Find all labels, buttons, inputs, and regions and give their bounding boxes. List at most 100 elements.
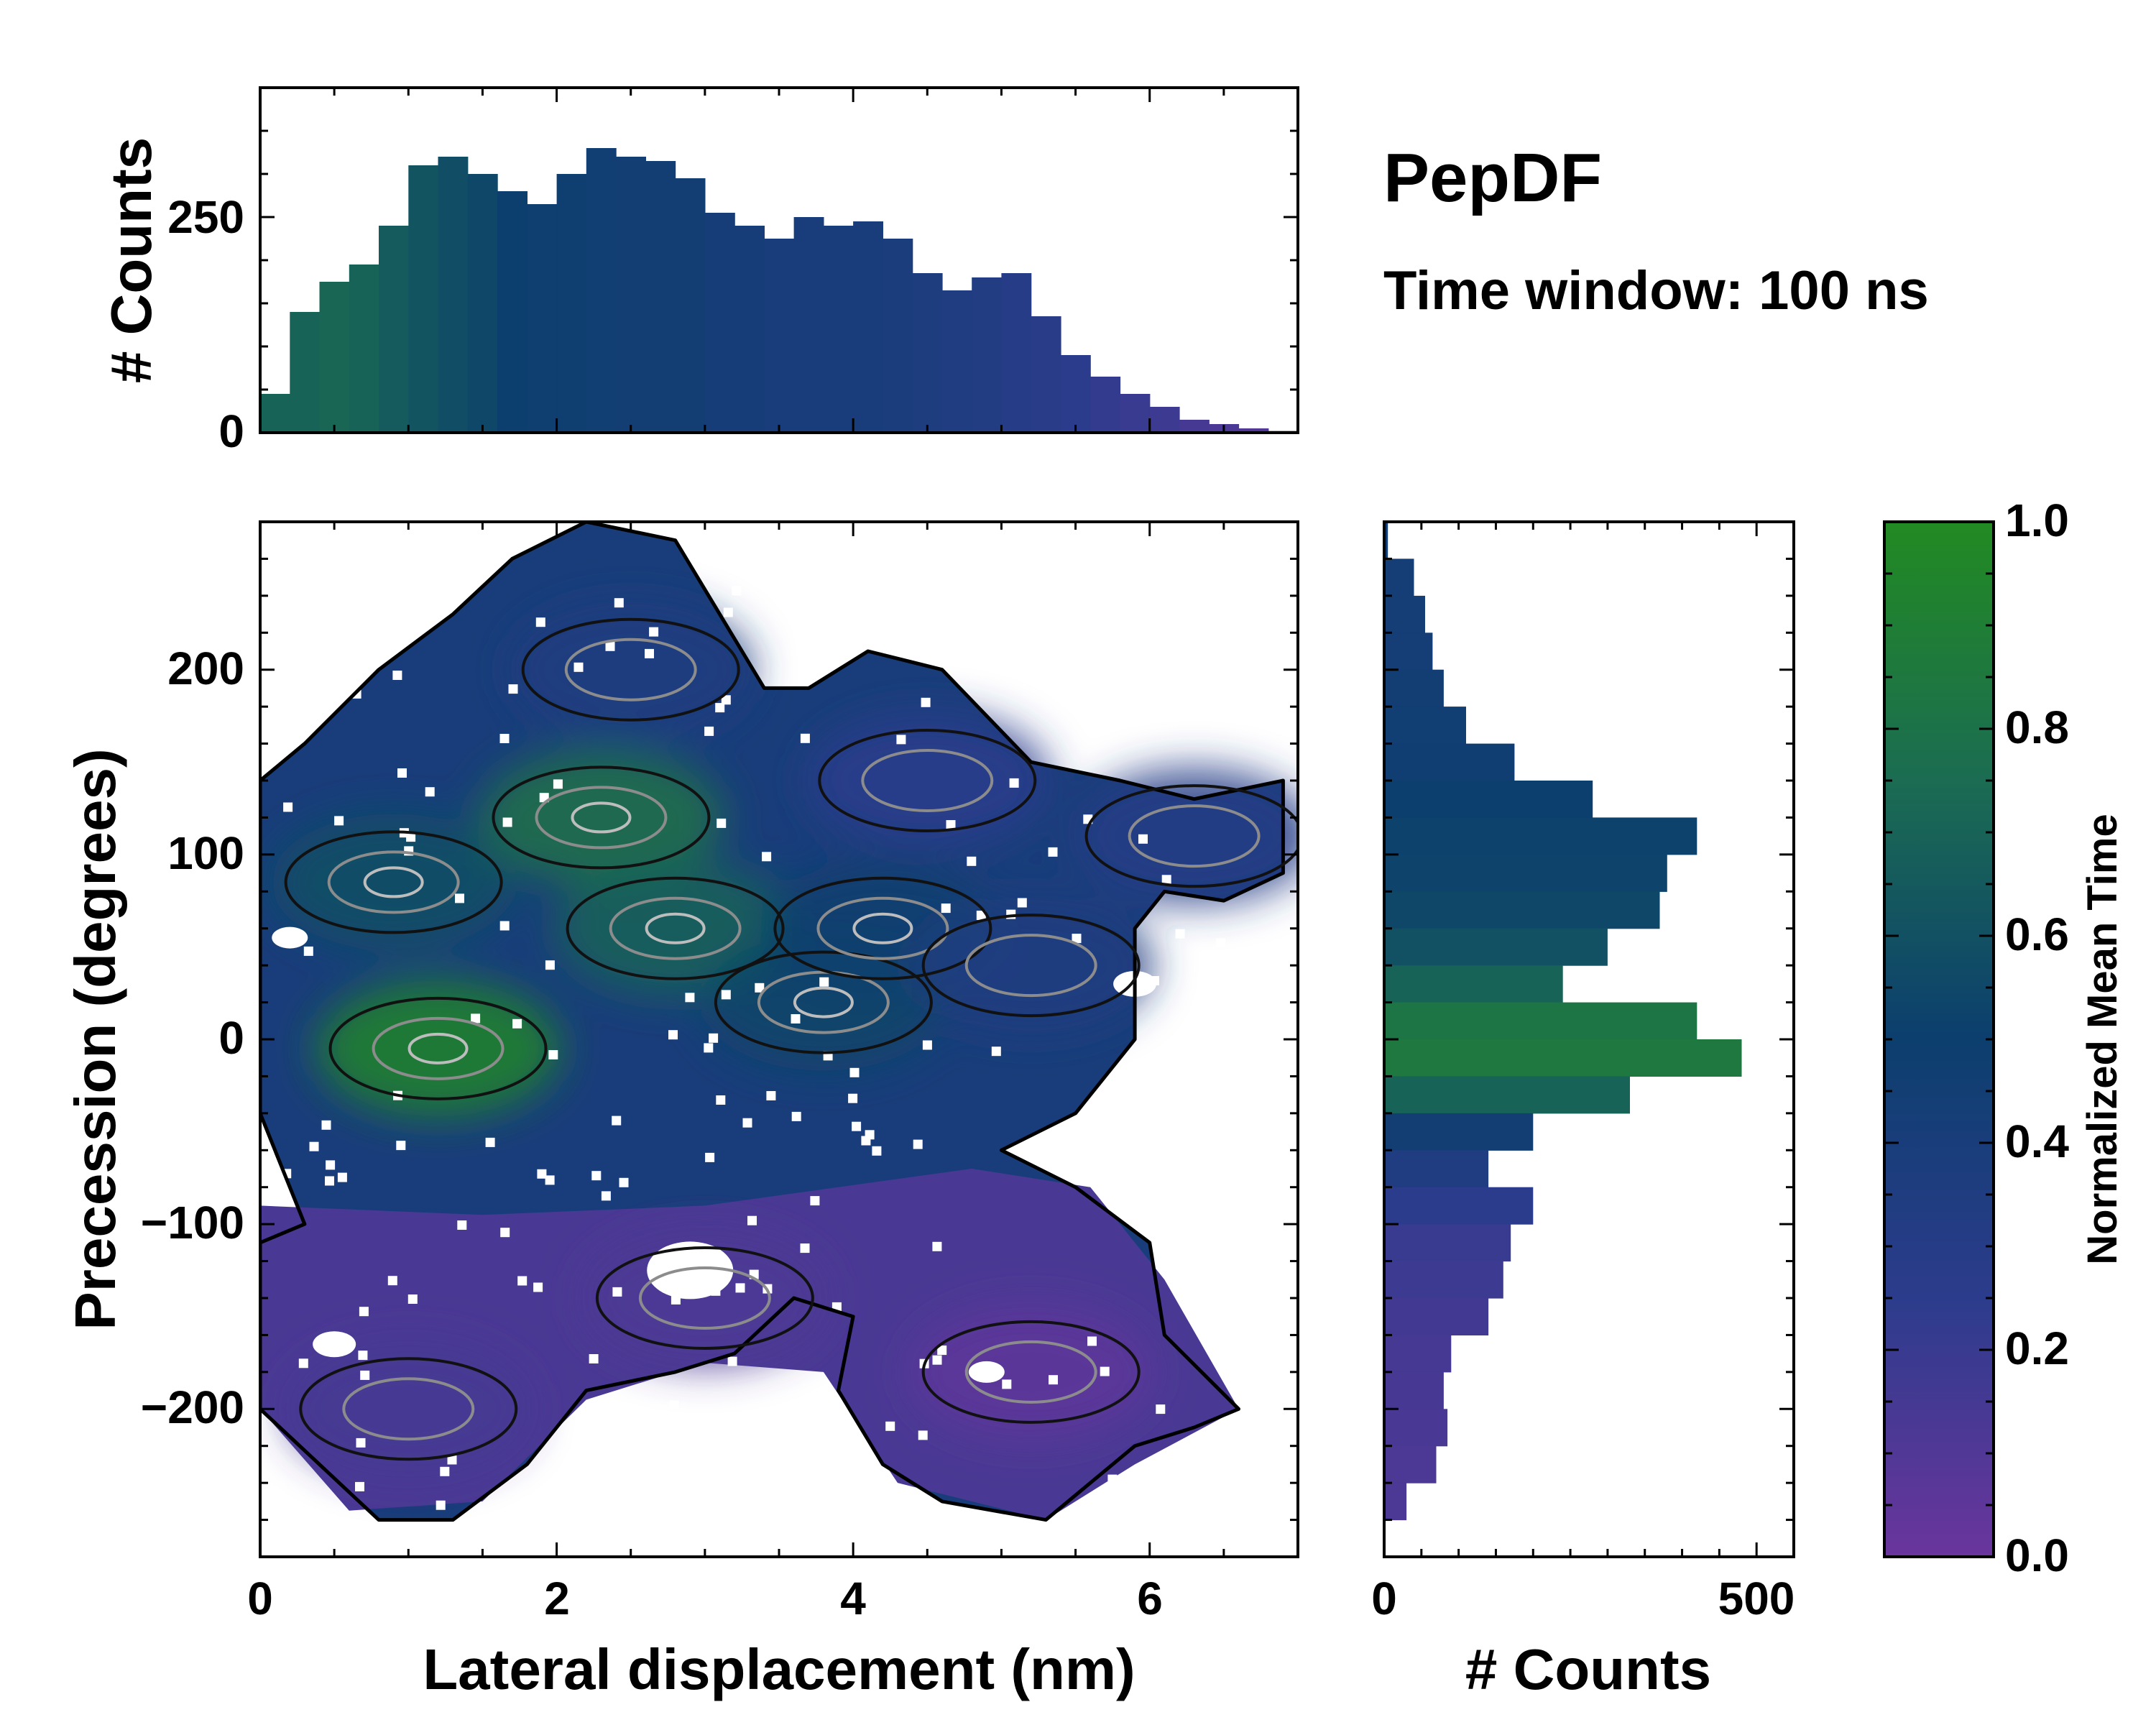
heatmap-density-contour-peak: [363, 866, 424, 898]
heatmap-empty-cell: [325, 1176, 334, 1186]
heatmap-density-contour-peak: [852, 912, 913, 944]
heatmap-density-contour: [284, 830, 503, 934]
top-histogram-bar: [527, 204, 558, 433]
top-histogram-bar: [556, 174, 587, 433]
heatmap-density-contour-inner: [609, 896, 742, 960]
heatmap-empty-cell: [885, 1421, 895, 1431]
right-histogram-bar: [1384, 891, 1660, 929]
heatmap-empty-cell: [1072, 934, 1082, 944]
heatmap-empty-cell: [852, 1121, 862, 1131]
colorbar-label: Normalized Mean Time: [2079, 814, 2126, 1264]
heatmap-region: [271, 814, 516, 951]
top-histogram-bar: [823, 226, 854, 433]
heatmap-empty-cell: [819, 977, 829, 987]
top-histogram-bar: [349, 264, 379, 433]
heatmap-empty-cell: [705, 1152, 715, 1162]
right-xtick-label-500: 500: [1718, 1573, 1795, 1624]
heatmap-density-contour-inner: [964, 1340, 1097, 1404]
top-histogram-bar: [1060, 355, 1091, 433]
right-histogram-bar: [1384, 1076, 1630, 1114]
heatmap-empty-cell: [1017, 898, 1027, 908]
heatmap-empty-cell: [922, 1040, 932, 1050]
heatmap-empty-cell: [573, 662, 584, 672]
heatmap-density-contour-inner: [638, 1266, 771, 1330]
heatmap-empty-cell: [758, 1453, 768, 1463]
heatmap-density-contour: [521, 617, 740, 722]
top-histogram-bar: [1120, 394, 1151, 433]
heatmap-empty-cell: [334, 816, 344, 826]
heatmap-empty-cell: [849, 1067, 860, 1077]
heatmap-empty-cell: [1194, 604, 1204, 615]
heatmap-empty-cell: [817, 1478, 827, 1489]
top-histogram-bar: [853, 221, 883, 433]
heatmap-empty-cell: [1048, 847, 1058, 857]
heatmap-empty-cell: [440, 1466, 450, 1476]
heatmap-density-contour-inner: [757, 970, 890, 1034]
heatmap-empty-cell: [715, 703, 725, 713]
top-histogram-bar: [1179, 420, 1210, 433]
top-histogram-bar: [1149, 407, 1180, 433]
heatmap-empty-cell: [704, 726, 714, 736]
ytick-label-neg100: −100: [141, 1197, 244, 1248]
right-histogram: 0 500 # Counts: [1371, 520, 1795, 1701]
heatmap-density-contour-inner: [564, 638, 697, 702]
heatmap-empty-cell: [362, 586, 372, 596]
ytick-label-neg200: −200: [141, 1381, 244, 1433]
top-histogram-ticks: [259, 86, 1299, 434]
heatmap-empty-cell: [508, 684, 518, 694]
heatmap-empty-cell: [1210, 1201, 1220, 1211]
colorbar-tick-label-0.0: 0.0: [2005, 1530, 2069, 1581]
heatmap-empty-cell: [425, 787, 435, 797]
heatmap-empty-cell: [791, 1111, 801, 1121]
heatmap-xlabel: Lateral displacement (nm): [423, 1637, 1135, 1701]
colorbar-tick-label-0.6: 0.6: [2005, 908, 2069, 960]
right-histogram-bar: [1384, 928, 1608, 966]
heatmap-empty-cell: [455, 893, 464, 903]
heatmap-empty-cell: [612, 1116, 622, 1126]
heatmap-density-contour-inner: [372, 1016, 505, 1080]
top-histogram-bar: [260, 394, 290, 433]
heatmap-density-contour: [492, 765, 711, 870]
heatmap-empty-cell: [669, 1400, 679, 1410]
heatmap-empty-cell: [1060, 1121, 1070, 1130]
top-histogram-bar: [734, 226, 765, 433]
right-histogram-bar: [1384, 1335, 1452, 1373]
heatmap-region: [1072, 768, 1298, 905]
right-histogram-bar: [1384, 1483, 1407, 1521]
xtick-label-2: 2: [544, 1573, 570, 1624]
heatmap-empty-cell: [356, 1438, 366, 1448]
heatmap-empty-cell: [711, 1286, 721, 1296]
right-histogram-bars: [1384, 522, 1742, 1521]
heatmap-density-contour-inner: [1128, 804, 1261, 868]
heatmap-empty-cell: [471, 1013, 481, 1024]
heatmap-empty-cell: [1002, 1379, 1012, 1389]
heatmap-empty-cell: [406, 832, 416, 842]
heatmap-empty-cell: [732, 586, 742, 596]
heatmap-region: [805, 712, 1050, 849]
heatmap-density-contour: [714, 950, 933, 1054]
heatmap-empty-cell: [649, 627, 659, 637]
heatmap-empty-cell: [321, 1120, 331, 1130]
heatmap-empty-cell: [500, 1228, 510, 1238]
heatmap-empty-cell: [537, 1169, 547, 1179]
heatmap-empty-cell: [326, 1160, 336, 1170]
heatmap-empty-cell: [457, 1220, 467, 1230]
heatmap-empty-cell: [1141, 1117, 1151, 1127]
ytick-label-0: 0: [218, 1012, 244, 1064]
heatmap-region: [908, 897, 1153, 1034]
heatmap-empty-cell: [1143, 625, 1153, 635]
right-histogram-bar: [1384, 1298, 1489, 1335]
heatmap-empty-cell: [872, 1146, 882, 1156]
heatmap-empty-cell: [353, 645, 363, 655]
heatmap-empty-cell: [941, 903, 951, 914]
heatmap-region: [582, 1230, 827, 1366]
heatmap-empty-cell: [397, 768, 407, 778]
colorbar-tick-label-0.2: 0.2: [2005, 1322, 2069, 1374]
heatmap-empty-cell: [704, 1043, 714, 1053]
right-histogram-bar: [1384, 1039, 1742, 1077]
heatmap-empty-cell: [721, 990, 731, 1000]
heatmap-empty-cell: [1045, 656, 1055, 666]
heatmap-empty-cell: [499, 734, 510, 743]
top-histogram-bars: [260, 148, 1299, 433]
heatmap-density-contour-inner: [816, 896, 949, 960]
